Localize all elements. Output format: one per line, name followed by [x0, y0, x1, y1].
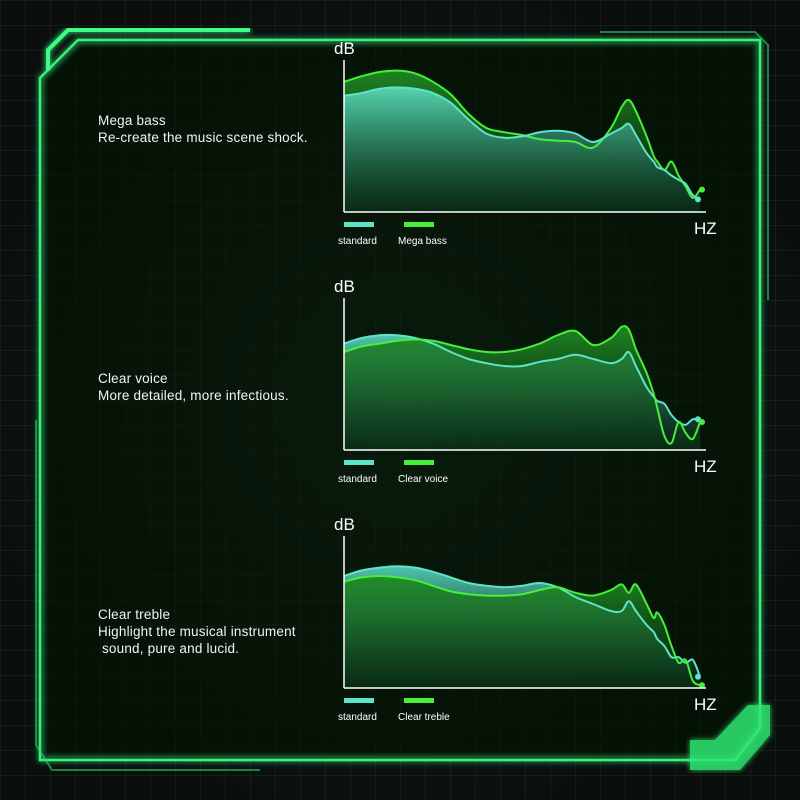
series-area-clear-treble — [344, 576, 700, 688]
legend-label: standard — [338, 236, 377, 247]
clear-voice-panel: Clear voice More detailed, more infectio… — [0, 277, 800, 520]
clear-voice-text: More detailed, more infectious. — [98, 388, 289, 403]
series-line-clear-voice — [343, 325, 701, 445]
series-line-mega-bass — [343, 69, 701, 199]
mega-bass-description: Mega bass Re-create the music scene shoc… — [98, 112, 338, 146]
series-area-clear-voice — [344, 326, 700, 450]
legend-label: Mega bass — [398, 236, 447, 247]
legend-label: standard — [338, 474, 377, 485]
clear-treble-text-1: Highlight the musical instrument — [98, 624, 296, 639]
mega-bass-chart: dB HZ standard Mega bass — [334, 39, 717, 247]
clear-voice-description: Clear voice More detailed, more infectio… — [98, 370, 338, 404]
x-axis-label: HZ — [694, 457, 717, 476]
mega-bass-panel: Mega bass Re-create the music scene shoc… — [0, 39, 800, 282]
y-axis-label: dB — [334, 39, 355, 58]
series-area-standard — [344, 87, 700, 212]
clear-treble-panel: Clear treble Highlight the musical instr… — [0, 515, 800, 758]
legend-label: Clear treble — [398, 712, 450, 723]
y-axis-label: dB — [334, 515, 355, 534]
legend-swatch — [404, 460, 434, 465]
y-axis-label: dB — [334, 277, 355, 296]
series-line-standard — [343, 86, 701, 201]
clear-treble-title: Clear treble — [98, 607, 171, 622]
series-line-clear-treble — [343, 574, 701, 687]
legend-label: standard — [338, 712, 377, 723]
clear-treble-description: Clear treble Highlight the musical instr… — [98, 606, 338, 657]
legend-swatch — [404, 222, 434, 227]
legend-swatch — [344, 460, 374, 465]
mega-bass-title: Mega bass — [98, 113, 166, 128]
legend-swatch — [344, 698, 374, 703]
series-end-point — [699, 682, 705, 689]
legend-swatch — [404, 698, 434, 703]
series-end-point — [695, 196, 701, 203]
series-end-point — [699, 419, 705, 425]
legend-label: Clear voice — [398, 474, 448, 485]
clear-treble-chart: dB HZ standard Clear treble — [334, 515, 717, 723]
series-end-point — [695, 673, 701, 680]
clear-voice-chart: dB HZ standard Clear voice — [334, 277, 717, 485]
clear-voice-title: Clear voice — [98, 371, 168, 386]
x-axis-label: HZ — [694, 695, 717, 714]
x-axis-label: HZ — [694, 219, 717, 238]
series-line-standard — [343, 565, 701, 678]
clear-treble-text-2: sound, pure and lucid. — [98, 641, 240, 656]
series-end-point — [699, 186, 705, 193]
mega-bass-text: Re-create the music scene shock. — [98, 130, 308, 145]
legend-swatch — [344, 222, 374, 227]
